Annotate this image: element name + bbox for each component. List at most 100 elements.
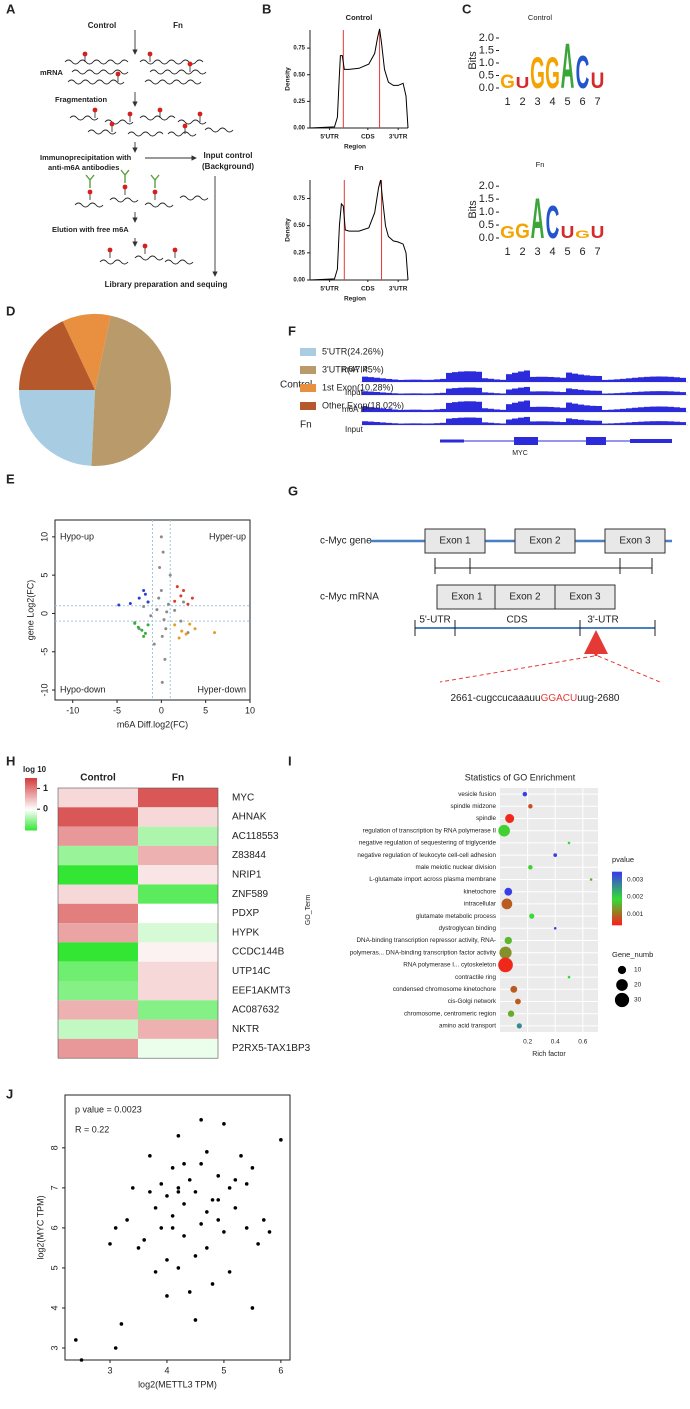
point	[177, 636, 181, 640]
label: Input	[345, 425, 364, 434]
colorbar-step	[612, 917, 622, 921]
x-axis-label: m6A Diff.log2(FC)	[117, 719, 188, 729]
colorbar-step	[25, 801, 37, 804]
bubble	[507, 1010, 515, 1017]
heat-cell	[58, 923, 138, 943]
m6a-site	[187, 61, 193, 67]
heat-cell	[138, 865, 218, 885]
m6a-site	[82, 51, 88, 57]
colorbar-label: 0.003	[627, 876, 644, 883]
term-label: regulation of transcription by RNA polym…	[363, 827, 497, 834]
track-signal	[608, 423, 614, 425]
track-signal	[362, 376, 368, 382]
point	[233, 1178, 238, 1182]
size-key	[614, 992, 630, 1008]
antibody	[120, 169, 130, 183]
colorbar-step	[612, 891, 622, 894]
track-signal	[458, 401, 464, 412]
colorbar-step	[25, 802, 37, 805]
point	[158, 565, 162, 569]
x-tick-label: 3	[107, 1365, 112, 1375]
colorbar-step	[612, 871, 622, 875]
point	[117, 603, 121, 607]
track-signal	[500, 423, 506, 425]
sequence-part: 2661-cugccucaaauu	[450, 693, 540, 704]
point	[142, 588, 146, 592]
track-signal	[434, 423, 440, 425]
track-signal	[524, 386, 530, 395]
point	[261, 1218, 266, 1222]
track-signal	[584, 420, 590, 425]
rna-strand	[204, 127, 234, 133]
track-signal	[440, 408, 446, 412]
point	[165, 610, 169, 614]
exon-box	[604, 528, 666, 554]
track-signal	[554, 421, 560, 425]
track-signal	[470, 417, 476, 425]
colorbar-step	[612, 894, 622, 898]
track-signal	[584, 405, 590, 412]
term-label: negative regulation of leukocyte cell-ce…	[357, 852, 496, 859]
label: Input	[345, 388, 364, 397]
legend-title: Gene_numb	[612, 950, 653, 959]
colorbar-step	[612, 903, 622, 906]
colorbar-step	[25, 791, 37, 793]
track-signal	[440, 392, 446, 395]
point	[161, 550, 165, 554]
m6a-site	[172, 247, 178, 253]
y-axis-label: Bits	[467, 51, 479, 70]
rna-strand	[179, 195, 209, 201]
annotation: p value = 0.0023	[75, 1104, 142, 1114]
point	[216, 1198, 221, 1202]
point	[187, 1290, 192, 1294]
point	[186, 602, 190, 606]
track-signal	[482, 392, 488, 395]
m6a-site	[115, 71, 121, 77]
x-tick-label: 4	[549, 246, 555, 258]
heat-cell	[58, 942, 138, 962]
rna-strand	[149, 69, 207, 75]
track-signal	[410, 393, 416, 395]
gene-exon	[440, 439, 464, 443]
term-label: amino acid transport	[439, 1023, 496, 1030]
colorbar-step	[25, 822, 37, 824]
track-signal	[488, 422, 494, 425]
logo-letter: A	[531, 187, 545, 251]
track-signal	[440, 422, 446, 425]
colorbar-step	[612, 907, 622, 910]
track-signal	[476, 401, 482, 412]
track-signal	[422, 393, 428, 395]
heat-cell	[138, 942, 218, 962]
track-signal	[368, 421, 374, 425]
track-signal	[524, 370, 530, 382]
track-signal	[398, 423, 404, 425]
track-signal	[494, 393, 500, 395]
track-signal	[488, 408, 494, 412]
legend-swatch	[300, 402, 316, 410]
logo-letter: G	[575, 229, 590, 241]
heat-cell	[138, 1038, 218, 1059]
point	[182, 1202, 186, 1206]
track-signal	[410, 409, 416, 412]
track-signal	[644, 391, 650, 395]
x-tick-label: 0.2	[523, 1039, 532, 1046]
point	[130, 1186, 135, 1190]
point	[199, 1118, 203, 1122]
rna-strand	[177, 119, 207, 125]
track-signal	[386, 408, 392, 412]
exon-box	[514, 528, 576, 554]
rna-strand	[64, 59, 129, 65]
bubble	[553, 853, 558, 857]
track-signal	[638, 421, 644, 425]
y-tick-label: 2.0	[479, 180, 494, 192]
track-signal	[464, 401, 470, 412]
track-signal	[542, 421, 548, 425]
x-tick-label: 0	[159, 705, 164, 715]
track-signal	[578, 404, 584, 412]
annotation: R = 0.22	[75, 1124, 109, 1134]
track-signal	[596, 420, 602, 425]
track-signal	[620, 408, 626, 412]
track-signal	[554, 407, 560, 412]
row-label: MYC	[232, 792, 254, 803]
rna-strand	[144, 79, 202, 85]
